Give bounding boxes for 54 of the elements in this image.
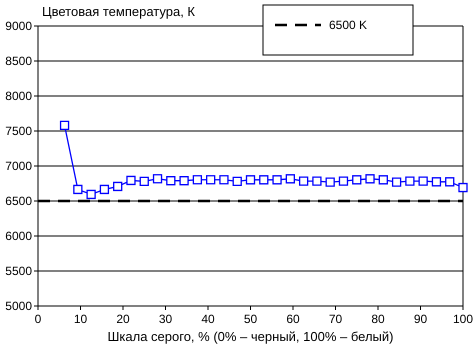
y-tick-label: 7000	[5, 159, 32, 174]
point	[152, 174, 162, 184]
point	[445, 177, 454, 186]
point	[312, 176, 322, 186]
point	[352, 175, 362, 184]
y-tick-label: 9000	[5, 19, 32, 34]
point	[272, 175, 282, 184]
x-tick-label: 70	[328, 312, 342, 326]
y-tick-label: 8500	[5, 54, 32, 68]
x-tick-label: 40	[201, 312, 215, 326]
point	[246, 175, 256, 184]
x-tick-label: 50	[244, 312, 258, 326]
point	[100, 184, 110, 194]
point	[405, 176, 415, 186]
point	[206, 175, 216, 184]
y-tick-label: 6500	[5, 194, 32, 208]
point	[232, 176, 242, 186]
x-tick-label: 60	[286, 312, 300, 326]
y-tick-label: 6000	[5, 229, 32, 244]
point	[126, 176, 136, 186]
x-tick-label: 10	[74, 312, 88, 326]
x-tick-label: 30	[158, 312, 172, 326]
x-axis-title: Шкала серого, % (0% – черный, 100% – белый)	[108, 329, 394, 344]
x-tick-label: 100	[452, 312, 473, 326]
point	[458, 182, 468, 192]
point	[365, 174, 375, 184]
legend-label: 6500 K	[329, 18, 368, 32]
point	[298, 176, 308, 186]
point	[326, 177, 335, 187]
point	[86, 190, 96, 200]
point	[113, 182, 122, 192]
point	[166, 176, 176, 186]
point	[286, 174, 295, 184]
x-tick-label: 90	[414, 312, 428, 326]
x-tick-label: 80	[371, 312, 385, 326]
y-axis-title: Цветовая температура, К	[42, 4, 196, 19]
y-tick-label: 8000	[5, 89, 32, 104]
point	[259, 175, 268, 184]
point	[140, 176, 149, 186]
y-tick-label: 5500	[5, 264, 32, 278]
point	[432, 177, 442, 186]
y-tick-label: 7500	[5, 124, 32, 138]
y-tick-label: 5000	[5, 299, 32, 314]
point	[392, 177, 402, 187]
point	[378, 175, 388, 184]
point	[73, 184, 82, 194]
point	[418, 176, 428, 186]
point	[192, 175, 202, 184]
x-tick-label: 20	[116, 312, 130, 326]
x-tick-label: 0	[34, 312, 42, 326]
point	[179, 176, 189, 186]
point	[219, 175, 229, 184]
point	[60, 120, 70, 130]
point	[338, 176, 348, 186]
